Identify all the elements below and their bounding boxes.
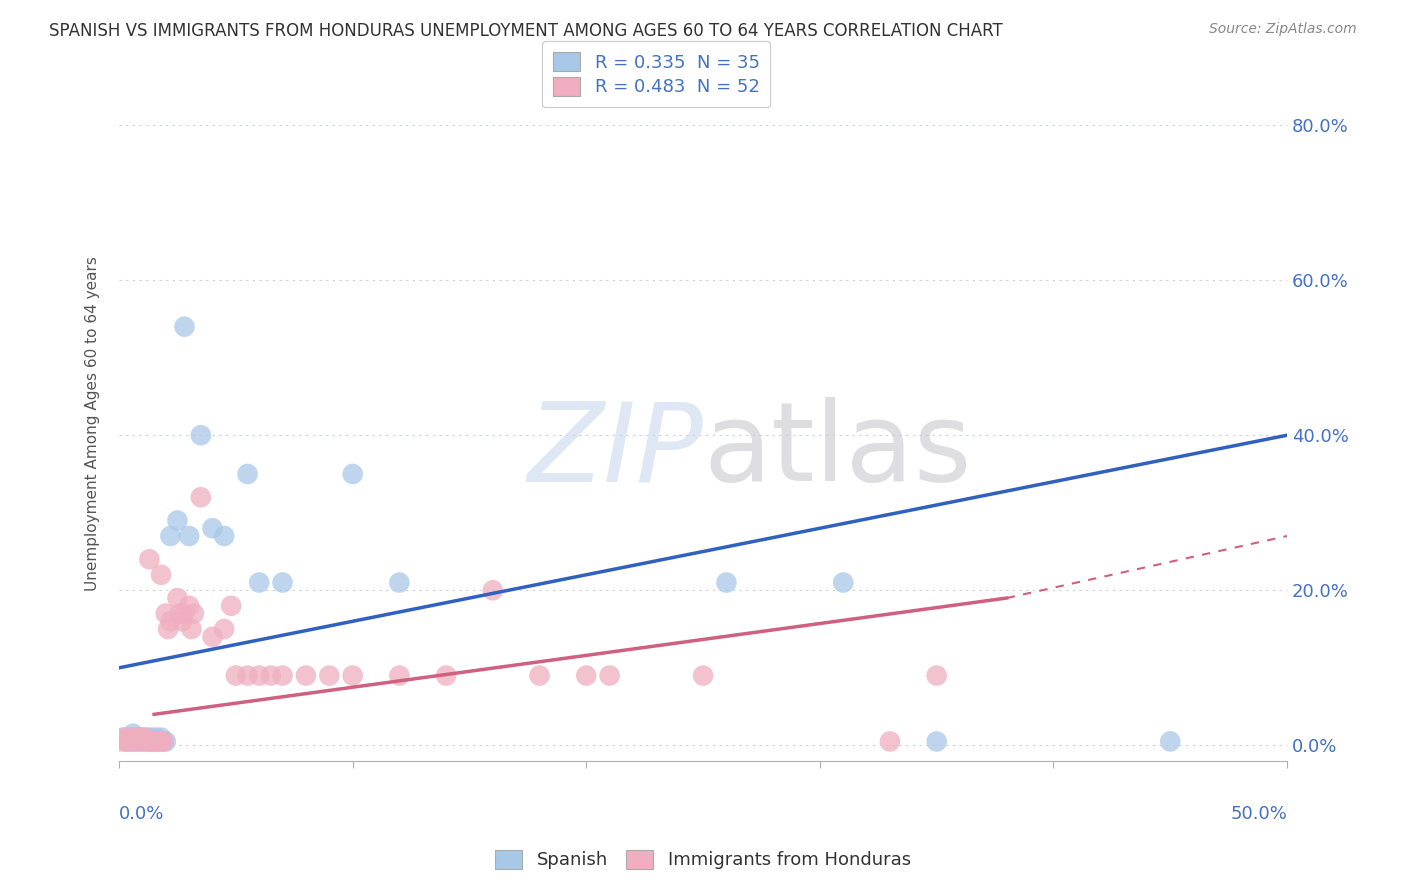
Point <box>155 734 177 748</box>
Point <box>112 731 135 745</box>
Point <box>138 734 160 748</box>
Point <box>225 668 247 682</box>
Point <box>152 734 174 748</box>
Legend: Spanish, Immigrants from Honduras: Spanish, Immigrants from Honduras <box>486 841 920 879</box>
Point <box>1159 734 1181 748</box>
Point <box>172 615 194 629</box>
Point <box>179 599 201 613</box>
Point <box>180 622 202 636</box>
Point <box>236 467 259 481</box>
Point <box>716 575 738 590</box>
Point <box>120 731 142 745</box>
Point <box>260 668 283 682</box>
Point <box>832 575 855 590</box>
Point <box>127 734 149 748</box>
Point <box>388 575 411 590</box>
Point <box>138 552 160 566</box>
Point <box>141 731 163 745</box>
Point <box>122 734 145 748</box>
Point <box>166 514 188 528</box>
Point <box>173 607 195 621</box>
Point <box>134 734 156 748</box>
Point <box>599 668 621 682</box>
Point <box>159 615 181 629</box>
Point <box>157 622 180 636</box>
Point <box>127 731 149 745</box>
Point <box>169 607 191 621</box>
Point <box>129 734 152 748</box>
Point <box>388 668 411 682</box>
Point <box>148 734 170 748</box>
Point <box>110 734 132 748</box>
Point <box>166 591 188 605</box>
Point <box>434 668 457 682</box>
Point <box>295 668 318 682</box>
Point <box>131 731 153 745</box>
Point <box>236 668 259 682</box>
Point <box>115 734 138 748</box>
Point <box>150 731 173 745</box>
Point <box>879 734 901 748</box>
Point <box>129 731 152 745</box>
Point <box>692 668 714 682</box>
Point <box>145 731 167 745</box>
Text: 50.0%: 50.0% <box>1230 805 1286 822</box>
Point <box>143 734 166 748</box>
Point <box>247 575 270 590</box>
Point <box>190 490 212 504</box>
Point <box>271 668 294 682</box>
Text: 0.0%: 0.0% <box>120 805 165 822</box>
Point <box>190 428 212 442</box>
Point <box>529 668 551 682</box>
Text: Source: ZipAtlas.com: Source: ZipAtlas.com <box>1209 22 1357 37</box>
Point <box>219 599 242 613</box>
Point <box>179 529 201 543</box>
Point <box>318 668 340 682</box>
Point <box>271 575 294 590</box>
Point <box>925 734 948 748</box>
Point <box>131 734 153 748</box>
Y-axis label: Unemployment Among Ages 60 to 64 years: Unemployment Among Ages 60 to 64 years <box>86 256 100 591</box>
Point <box>212 622 235 636</box>
Point <box>138 734 160 748</box>
Point <box>136 734 159 748</box>
Point <box>152 734 174 748</box>
Point <box>115 734 138 748</box>
Point <box>342 668 364 682</box>
Point <box>201 630 224 644</box>
Legend: R = 0.335  N = 35, R = 0.483  N = 52: R = 0.335 N = 35, R = 0.483 N = 52 <box>543 41 770 107</box>
Point <box>145 734 167 748</box>
Point <box>124 731 146 745</box>
Point <box>143 734 166 748</box>
Point <box>136 731 159 745</box>
Point <box>201 521 224 535</box>
Point <box>150 567 173 582</box>
Point <box>122 727 145 741</box>
Point <box>212 529 235 543</box>
Point <box>112 731 135 745</box>
Point <box>342 467 364 481</box>
Point <box>117 731 139 745</box>
Point <box>134 731 156 745</box>
Point <box>117 734 139 748</box>
Point <box>183 607 205 621</box>
Point <box>925 668 948 682</box>
Point <box>155 607 177 621</box>
Text: ZIP: ZIP <box>527 397 703 504</box>
Point <box>159 529 181 543</box>
Point <box>120 734 142 748</box>
Point <box>141 734 163 748</box>
Point <box>124 734 146 748</box>
Point <box>575 668 598 682</box>
Point <box>482 583 505 598</box>
Point <box>150 734 173 748</box>
Text: SPANISH VS IMMIGRANTS FROM HONDURAS UNEMPLOYMENT AMONG AGES 60 TO 64 YEARS CORRE: SPANISH VS IMMIGRANTS FROM HONDURAS UNEM… <box>49 22 1002 40</box>
Point <box>148 734 170 748</box>
Point <box>173 319 195 334</box>
Point <box>247 668 270 682</box>
Text: atlas: atlas <box>703 397 972 504</box>
